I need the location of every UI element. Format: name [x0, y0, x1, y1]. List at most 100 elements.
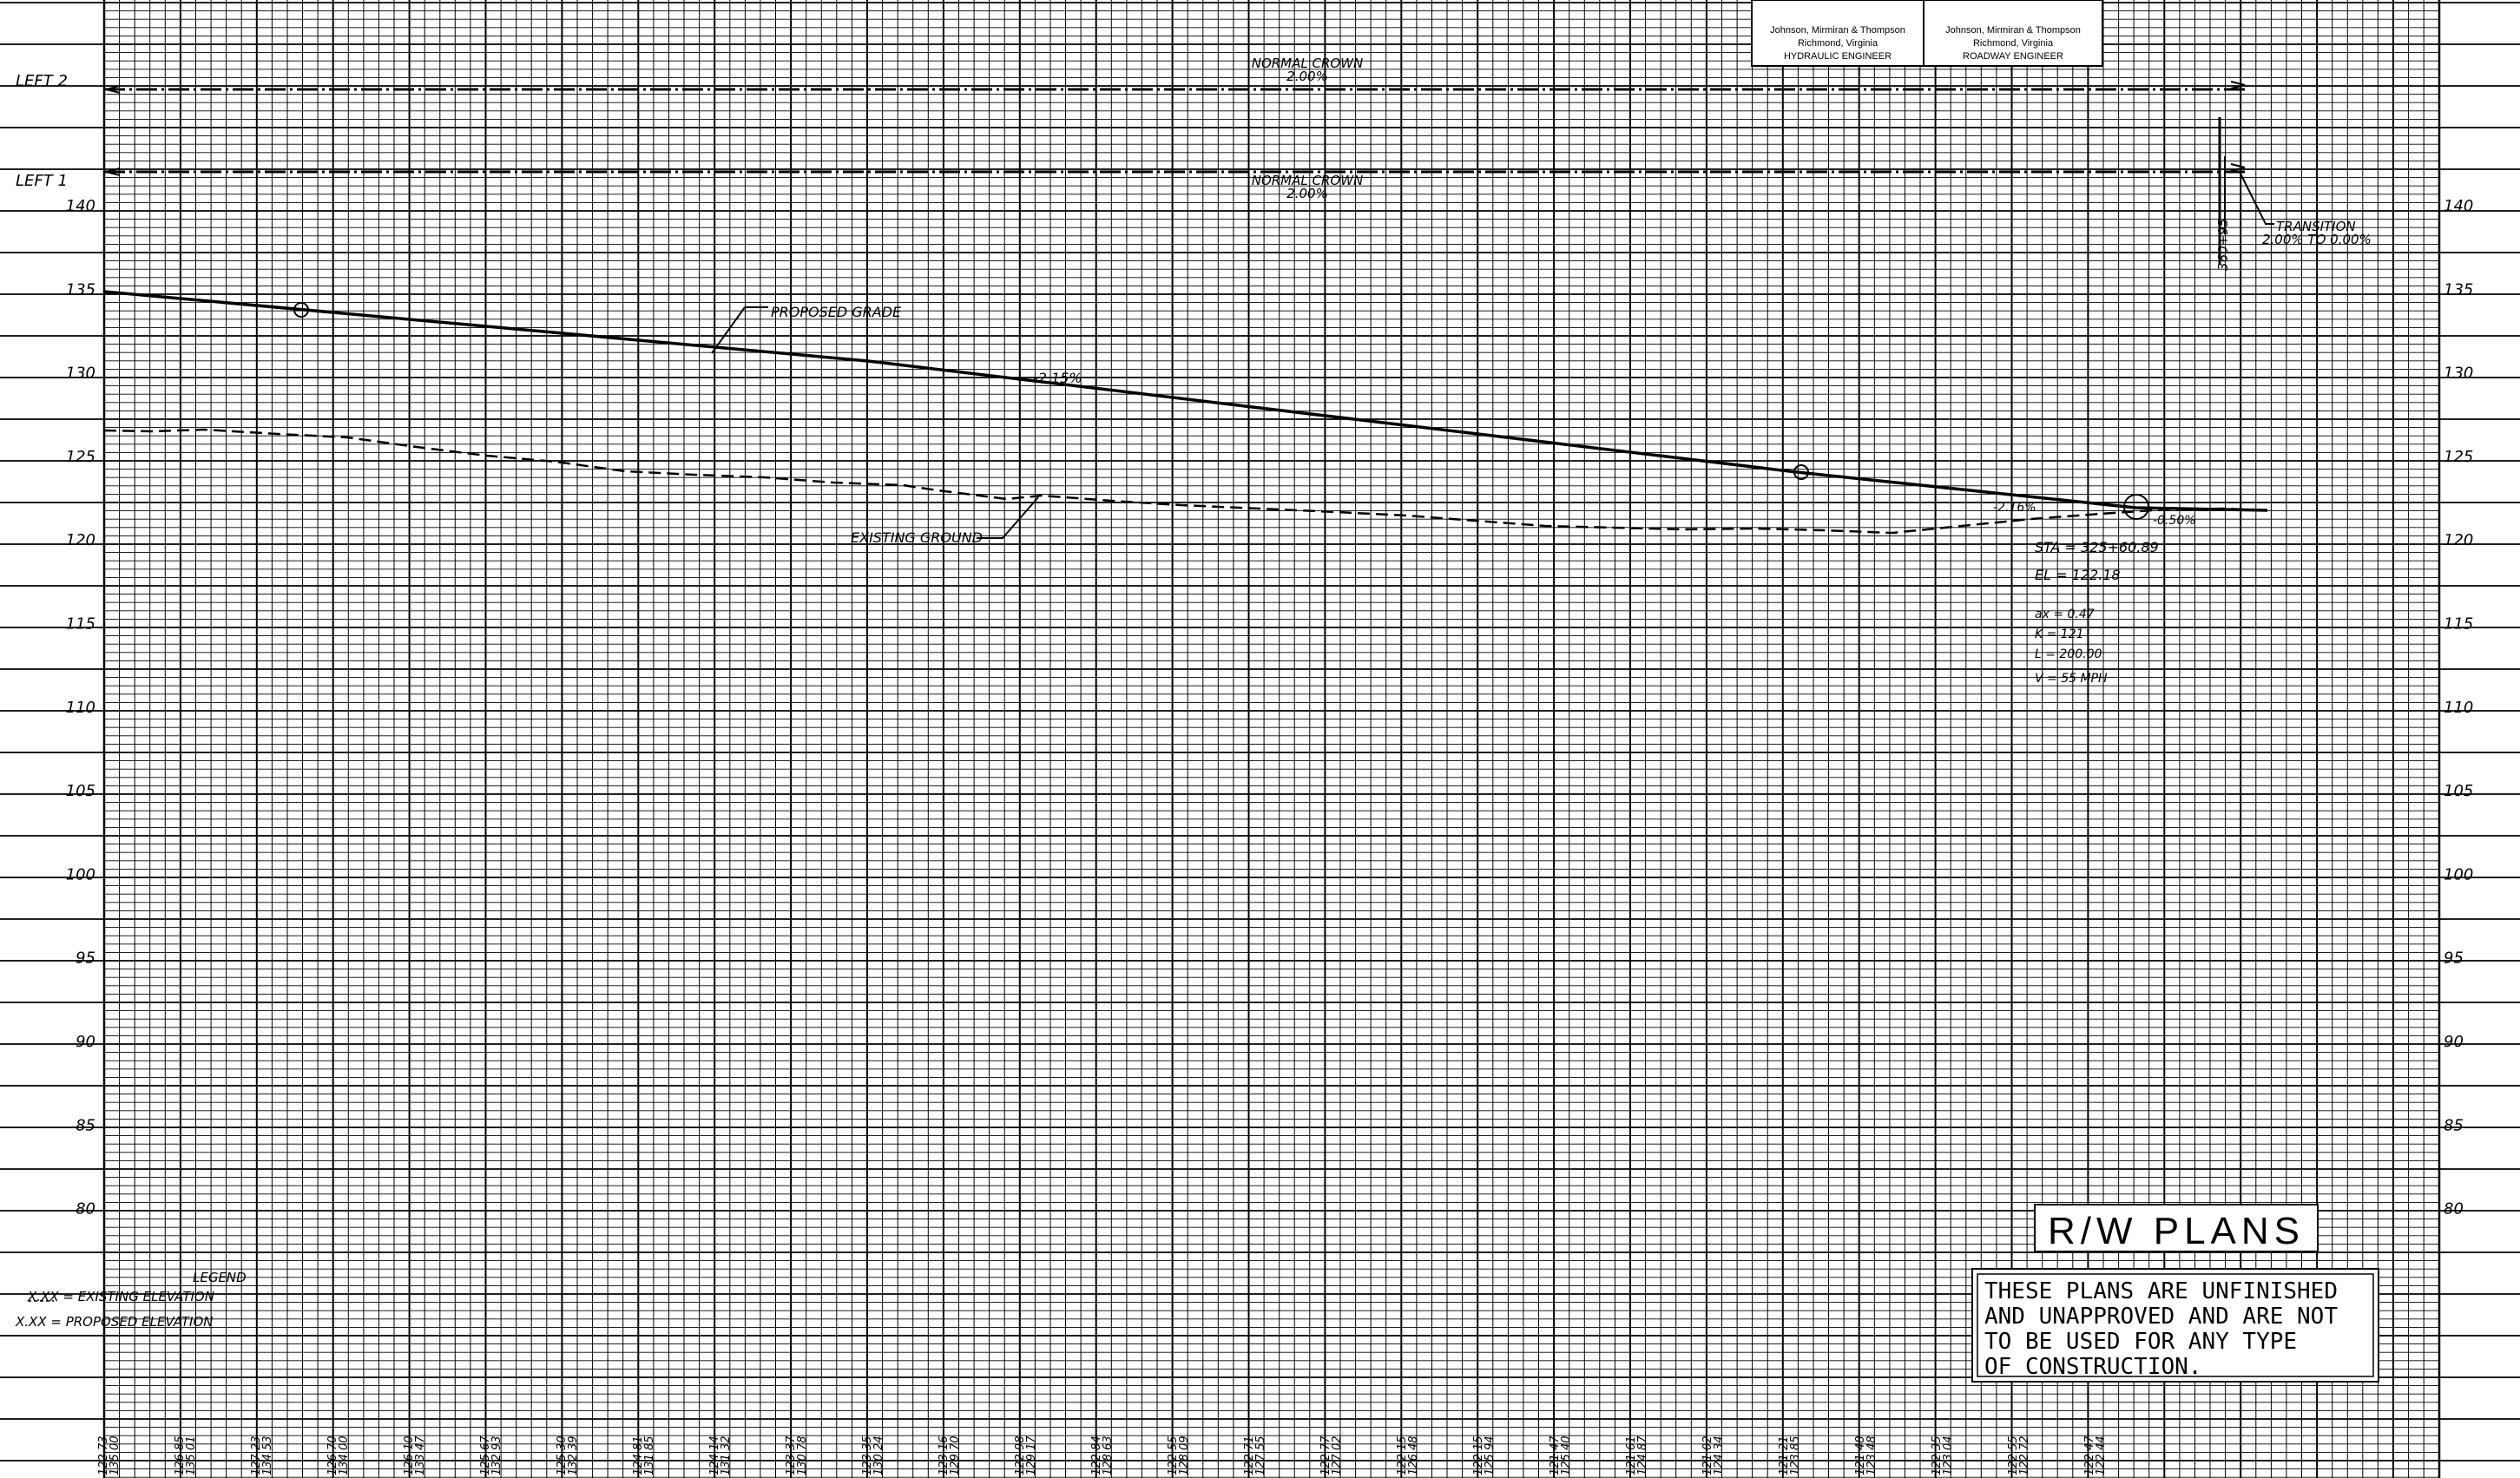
existing-elevation-label: 122.55 [2007, 1436, 2020, 1476]
existing-elevation-label: 121.48 [1854, 1436, 1867, 1476]
slope-label-2: -2.16% [1993, 501, 2036, 515]
proposed-elevation-label: 135.00 [109, 1436, 122, 1476]
existing-elevation-label: 122.71 [1243, 1436, 1256, 1476]
existing-elevation-label: 122.35 [1931, 1436, 1944, 1476]
proposed-elevation-label: 128.09 [1178, 1436, 1191, 1476]
vpi-ax: ax = 0.47 [2035, 608, 2095, 621]
legend: LEGEND X.XX = EXISTING ELEVATION X.XX = … [15, 1270, 247, 1330]
elevation-label-left: 135 [66, 280, 95, 299]
profile-lines: PROPOSED GRADE EXISTING GROUND -2.15% -2… [103, 290, 2268, 546]
roadway-role: ROADWAY ENGINEER [1963, 51, 2063, 62]
legend-existing: X.XX = EXISTING ELEVATION [27, 1289, 214, 1304]
left2-label: LEFT 2 [16, 72, 68, 90]
elevation-label-right: 130 [2444, 365, 2473, 383]
existing-ground-line [103, 428, 2268, 535]
rw-plans-label: R/W PLANS [2048, 1210, 2305, 1252]
proposed-elevation-label: 125.94 [1484, 1436, 1497, 1476]
proposed-elevation-label: 126.48 [1407, 1436, 1420, 1476]
left1-label: LEFT 1 [16, 172, 68, 190]
elevation-label-left: 80 [76, 1200, 95, 1219]
transition-label: TRANSITION [2276, 219, 2356, 234]
hydraulic-firm: Johnson, Mirmiran & Thompson [1770, 25, 1905, 36]
elevation-label-right: 120 [2444, 531, 2473, 549]
proposed-elevation-label: 128.63 [1102, 1436, 1115, 1476]
vpi-length: L = 200.00 [2035, 647, 2102, 661]
vpi-data: STA = 325+60.89 EL = 122.18 ax = 0.47 K … [2035, 539, 2159, 686]
existing-elevation-label: 126.70 [326, 1436, 339, 1476]
proposed-elevation-label: 131.85 [643, 1436, 656, 1476]
proposed-elevation-label: 129.17 [1025, 1435, 1038, 1475]
existing-elevation-label: 122.47 [2083, 1435, 2096, 1475]
left-arrows [105, 85, 121, 176]
proposed-elevation-label: 127.02 [1331, 1436, 1344, 1476]
elevation-label-left: 130 [66, 365, 95, 383]
proposed-elevation-label: 124.87 [1636, 1435, 1649, 1475]
vpi-elevation: EL = 122.18 [2035, 567, 2121, 583]
proposed-elevation-label: 123.04 [1942, 1436, 1955, 1476]
elevation-label-right: 85 [2444, 1116, 2464, 1134]
existing-ground-leader [977, 496, 1039, 539]
proposed-elevation-label: 124.34 [1713, 1436, 1726, 1476]
existing-elevation-label: 123.16 [938, 1436, 951, 1476]
proposed-elevation-label: 131.32 [720, 1436, 733, 1476]
elevation-label-right: 125 [2444, 448, 2473, 466]
elevation-label-right: 105 [2444, 782, 2473, 800]
hydraulic-engineer-box [1751, 0, 1925, 67]
elevation-label-left: 105 [66, 782, 95, 800]
proposed-elevation-label: 134.53 [261, 1436, 274, 1476]
disclaimer-inner-box [1977, 1273, 2374, 1377]
rw-plans-stamp: R/W PLANS THESE PLANS ARE UNFINISHED AND… [1971, 1204, 2379, 1383]
grade-point-marker [293, 302, 309, 318]
proposed-elevation-label: 132.39 [567, 1436, 580, 1476]
right-arrows [2230, 81, 2246, 172]
transition-leader [2239, 171, 2274, 225]
disclaimer-line-4: OF CONSTRUCTION. [1984, 1354, 2201, 1380]
elevation-label-left: 85 [76, 1116, 95, 1134]
elevation-label-right: 140 [2444, 197, 2473, 215]
proposed-elevation-label: 122.44 [2095, 1436, 2108, 1476]
existing-elevation-label: 121.21 [1778, 1436, 1791, 1476]
elevation-labels-left: 140 135 130 125 120 115 110 105 100 95 90 85 80 [66, 197, 95, 1219]
hydraulic-city: Richmond, Virginia [1798, 38, 1878, 49]
existing-ground-label: EXISTING GROUND [851, 529, 983, 546]
vpi-marker-large [2123, 494, 2149, 520]
elevation-label-left: 95 [76, 949, 95, 968]
existing-elevation-label: 121.47 [1549, 1435, 1562, 1475]
elevation-label-right: 90 [2444, 1033, 2464, 1051]
elevation-label-left: 125 [66, 448, 95, 466]
existing-elevation-label: 125.30 [556, 1436, 569, 1476]
slope-label-1: -2.15% [1033, 370, 1082, 386]
existing-elevation-label: 122.84 [1090, 1436, 1103, 1476]
transition-value: 2.00% TO 0.00% [2262, 232, 2372, 247]
elevation-label-left: 90 [76, 1033, 95, 1051]
elevation-label-left: 140 [66, 197, 95, 215]
elevation-label-right: 115 [2444, 615, 2473, 634]
superelevation-diagram: LEFT 2 LEFT 1 NORMAL CROWN 2.00% NORMAL … [16, 56, 2372, 271]
disclaimer-line-3: TO BE USED FOR ANY TYPE [1984, 1329, 2297, 1355]
proposed-grade-label: PROPOSED GRADE [771, 304, 902, 320]
proposed-grade-leader [711, 306, 746, 354]
vpi-marker [1793, 464, 1809, 480]
proposed-elevation-label: 122.72 [2018, 1436, 2031, 1476]
disclaimer-line-1: THESE PLANS ARE UNFINISHED [1984, 1278, 2338, 1304]
title-block: Johnson, Mirmiran & Thompson Richmond, V… [1751, 0, 2103, 67]
existing-elevation-label: 122.73 [97, 1436, 110, 1476]
normal-crown-1: NORMAL CROWN [1252, 56, 1364, 71]
proposed-elevation-label: 123.85 [1789, 1436, 1802, 1476]
elevation-label-right: 110 [2444, 699, 2473, 717]
elevation-label-left: 100 [66, 865, 95, 884]
